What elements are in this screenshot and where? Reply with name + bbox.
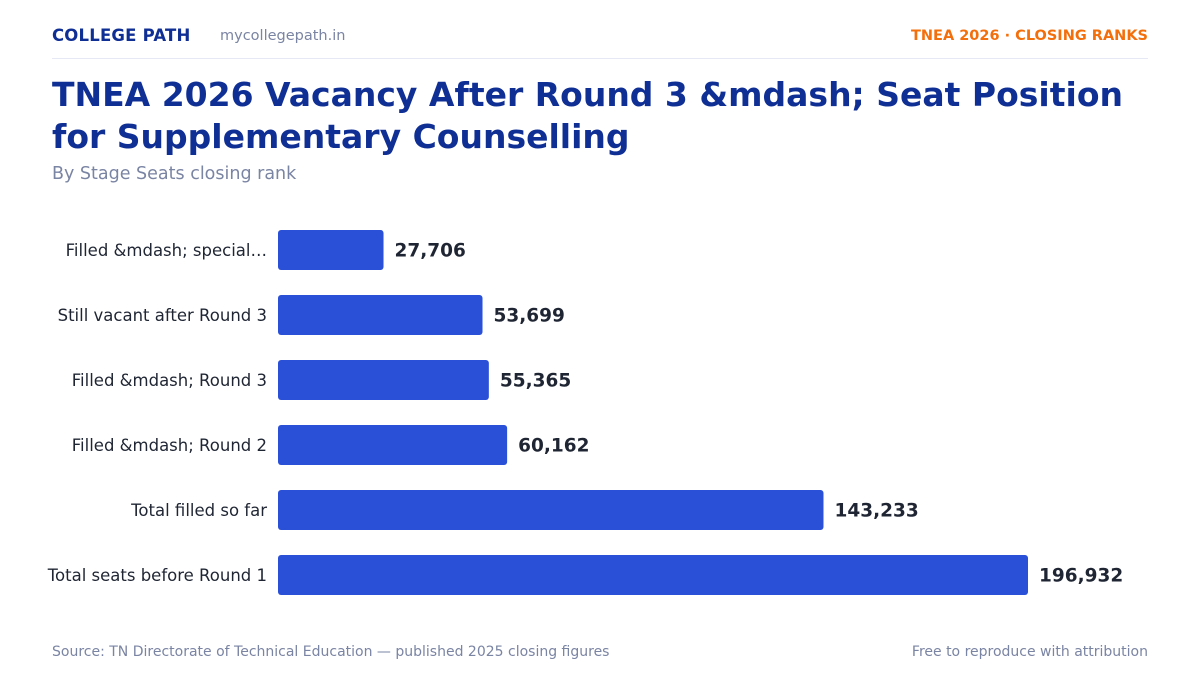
value-label: 196,932 <box>1039 566 1123 587</box>
category-label: Total seats before Round 1 <box>47 566 267 585</box>
header-divider <box>52 58 1148 59</box>
bar-chart: Filled &mdash; special… 27,706 Still vacan… <box>47 230 1123 595</box>
category-label: Filled &mdash; special… <box>66 241 267 260</box>
value-label: 143,233 <box>834 501 918 522</box>
value-label: 53,699 <box>494 306 565 327</box>
bar <box>278 295 483 335</box>
value-label: 55,365 <box>500 371 571 392</box>
site-domain: mycollegepath.in <box>220 28 346 44</box>
chart-title: TNEA 2026 Vacancy After Round 3 &mdash; … <box>52 75 1123 156</box>
bar <box>278 425 508 465</box>
category-label: Still vacant after Round 3 <box>58 306 267 325</box>
value-label: 27,706 <box>395 241 466 262</box>
brand-name: COLLEGE PATH <box>52 26 191 45</box>
bar <box>278 360 489 400</box>
bar <box>278 490 824 530</box>
value-label: 60,162 <box>518 436 589 457</box>
category-label: Filled &mdash; Round 2 <box>72 436 267 455</box>
bar <box>278 555 1028 595</box>
source-note: Source: TN Directorate of Technical Educ… <box>52 644 610 660</box>
topic-tag: TNEA 2026 · CLOSING RANKS <box>911 28 1148 44</box>
category-label: Filled &mdash; Round 3 <box>72 371 267 390</box>
chart-subtitle: By Stage Seats closing rank <box>52 164 297 184</box>
bar <box>278 230 384 270</box>
category-label: Total filled so far <box>130 501 267 520</box>
license-note: Free to reproduce with attribution <box>911 644 1148 660</box>
